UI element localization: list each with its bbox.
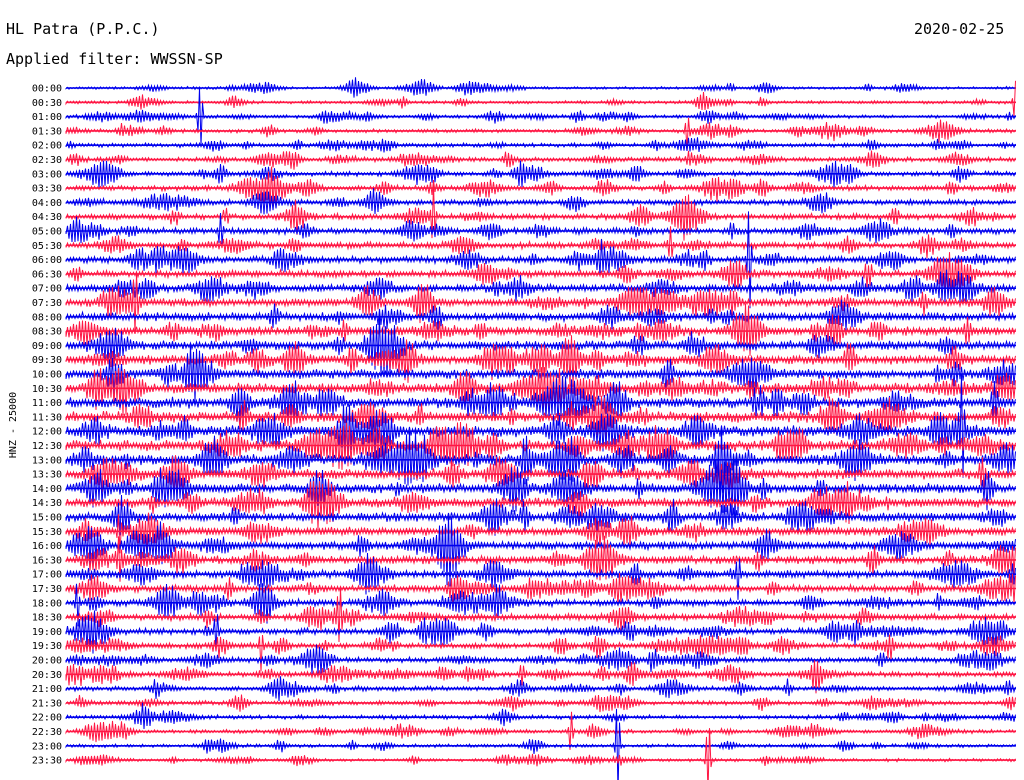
trace-row-0930	[65, 335, 1016, 387]
trace-row-1230	[65, 421, 1016, 470]
row-label-2230: 22:30	[32, 727, 62, 738]
row-label-1830: 18:30	[32, 613, 62, 624]
row-label-0900: 09:00	[32, 341, 62, 352]
trace-row-0900	[65, 313, 1016, 378]
row-label-2030: 20:30	[32, 670, 62, 681]
row-label-0730: 07:30	[32, 298, 62, 309]
row-label-2130: 21:30	[32, 698, 62, 709]
row-label-0930: 09:30	[32, 355, 62, 366]
row-label-0600: 06:00	[32, 255, 62, 266]
trace-row-1600	[65, 515, 1016, 587]
trace-row-2330	[65, 728, 1016, 780]
row-label-0000: 00:00	[32, 84, 62, 95]
channel-label: HNZ - 25000	[8, 392, 19, 458]
row-label-0230: 02:30	[32, 155, 62, 166]
row-label-0530: 05:30	[32, 241, 62, 252]
trace-row-1800	[65, 583, 1016, 627]
row-label-0800: 08:00	[32, 312, 62, 323]
row-label-2300: 23:00	[32, 741, 62, 752]
row-label-2330: 23:30	[32, 756, 62, 767]
trace-row-1030	[65, 367, 1016, 416]
trace-group	[65, 77, 1016, 780]
row-label-0330: 03:30	[32, 184, 62, 195]
row-label-1630: 16:30	[32, 555, 62, 566]
trace-row-0430	[65, 183, 1016, 241]
row-label-1130: 11:30	[32, 412, 62, 423]
date-label: 2020-02-25	[914, 20, 1005, 38]
trace-row-1430	[65, 478, 1016, 530]
row-label-2000: 20:00	[32, 656, 62, 667]
row-label-1800: 18:00	[32, 598, 62, 609]
row-label-1330: 13:30	[32, 470, 62, 481]
trace-row-1300	[65, 427, 1016, 499]
trace-row-0400	[65, 188, 1016, 215]
station-title: HL Patra (P.P.C.)	[6, 20, 160, 38]
row-label-group: 00:00 00:30 01:00 01:30 02:00 02:30 03:00 03:30…	[32, 84, 62, 767]
row-label-1700: 17:00	[32, 570, 62, 581]
row-label-0200: 02:00	[32, 141, 62, 152]
row-label-1300: 13:00	[32, 455, 62, 466]
filter-label: Applied filter: WWSSN-SP	[6, 50, 223, 68]
trace-row-1400	[65, 455, 1016, 524]
row-label-1530: 15:30	[32, 527, 62, 538]
row-label-1200: 12:00	[32, 427, 62, 438]
row-label-0300: 03:00	[32, 169, 62, 180]
row-label-0130: 01:30	[32, 126, 62, 137]
row-label-0700: 07:00	[32, 284, 62, 295]
row-label-1930: 19:30	[32, 641, 62, 652]
row-label-1400: 14:00	[32, 484, 62, 495]
row-label-1430: 14:30	[32, 498, 62, 509]
row-label-1030: 10:30	[32, 384, 62, 395]
row-label-0500: 05:00	[32, 227, 62, 238]
row-label-0100: 01:00	[32, 112, 62, 123]
row-label-0830: 08:30	[32, 327, 62, 338]
row-label-2100: 21:00	[32, 684, 62, 695]
row-label-1500: 15:00	[32, 513, 62, 524]
trace-row-1330	[65, 455, 1016, 497]
row-label-0430: 04:30	[32, 212, 62, 223]
row-label-0400: 04:00	[32, 198, 62, 209]
row-label-0030: 00:30	[32, 98, 62, 109]
row-label-1100: 11:00	[32, 398, 62, 409]
row-label-1230: 12:30	[32, 441, 62, 452]
row-label-2200: 22:00	[32, 713, 62, 724]
row-label-1730: 17:30	[32, 584, 62, 595]
row-label-1600: 16:00	[32, 541, 62, 552]
row-label-1900: 19:00	[32, 627, 62, 638]
trace-row-1930	[65, 634, 1016, 672]
row-label-1000: 10:00	[32, 370, 62, 381]
row-label-0630: 06:30	[32, 269, 62, 280]
trace-row-1530	[65, 512, 1016, 554]
trace-row-0300	[65, 160, 1016, 189]
trace-row-0730	[65, 273, 1016, 335]
